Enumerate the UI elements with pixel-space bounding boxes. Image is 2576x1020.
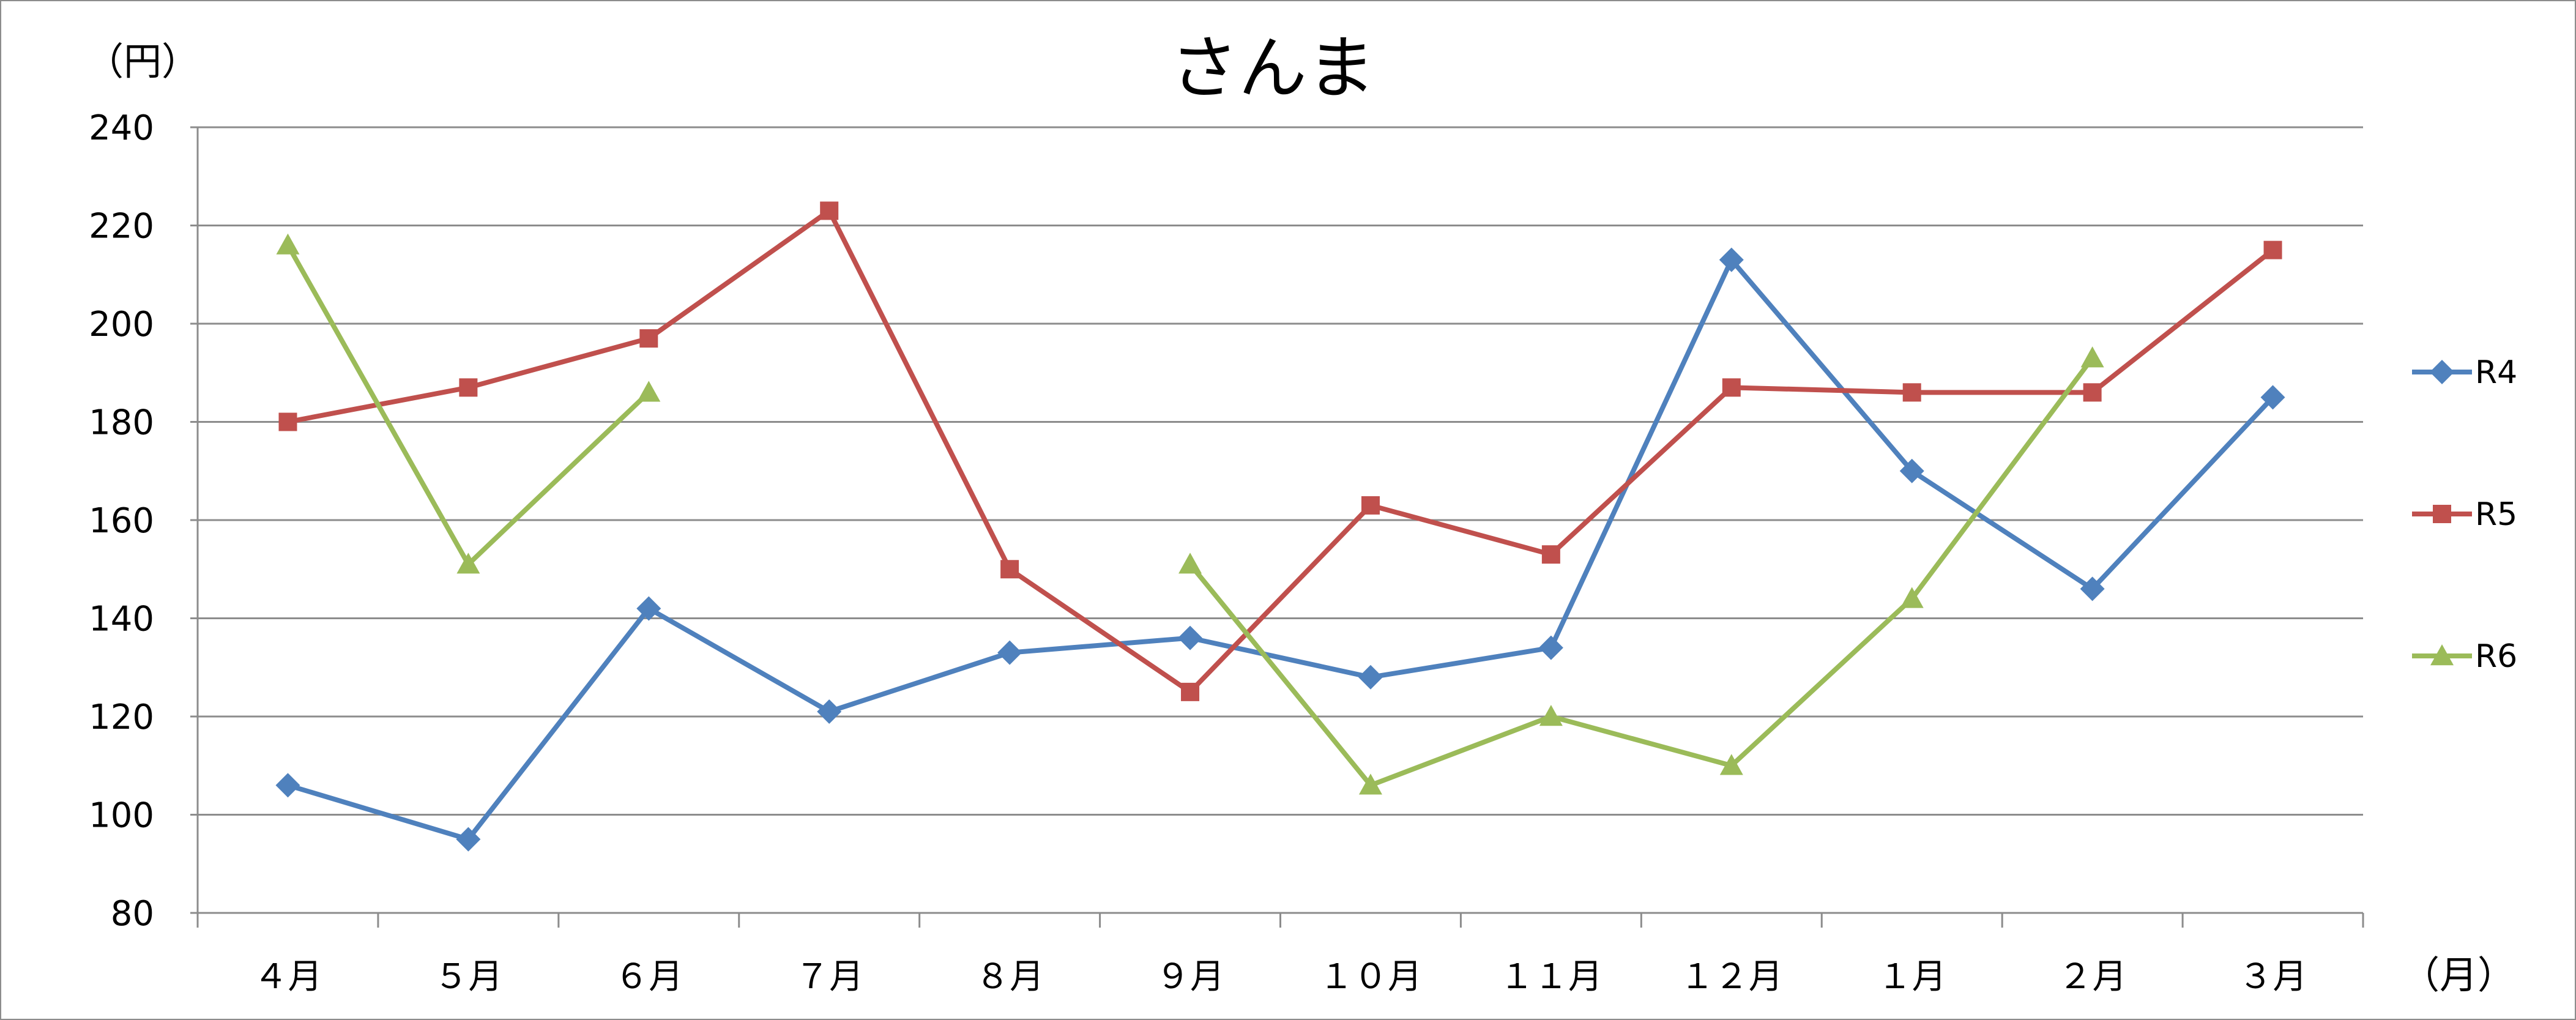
data-point-r5 xyxy=(1722,378,1741,397)
legend-label: R6 xyxy=(2475,638,2517,675)
y-tick-label: 240 xyxy=(89,108,154,148)
data-point-r6 xyxy=(1178,553,1202,574)
y-tick-label: 120 xyxy=(89,698,154,737)
legend-entry-r5: R5 xyxy=(2412,496,2517,533)
data-point-r4 xyxy=(1719,247,1744,272)
axes xyxy=(190,126,2364,928)
x-axis-unit-label: （月） xyxy=(2402,953,2515,997)
data-point-r4 xyxy=(456,827,481,852)
legend-marker-swatch xyxy=(2433,505,2451,523)
x-tick-label: ７月 xyxy=(795,957,863,997)
y-tick-label: 180 xyxy=(89,403,154,443)
x-tick-label: １２月 xyxy=(1680,957,1783,997)
data-point-r4 xyxy=(997,640,1022,665)
data-point-r4 xyxy=(1358,664,1383,690)
data-point-r5 xyxy=(1361,496,1380,515)
series-r5 xyxy=(278,201,2282,701)
x-tick-label: ４月 xyxy=(253,957,322,997)
series-r4 xyxy=(275,247,2285,852)
data-point-r5 xyxy=(1902,383,1921,402)
x-tick-label: １１月 xyxy=(1500,957,1603,997)
y-tick-label: 200 xyxy=(89,305,154,344)
data-point-r6 xyxy=(1358,773,1382,795)
y-tick-label: 220 xyxy=(89,207,154,247)
data-point-r5 xyxy=(820,201,839,220)
data-point-r5 xyxy=(1541,545,1560,564)
y-axis-tick-labels: 80 100 120 140 160 180 200 220 240 xyxy=(89,108,154,934)
data-point-r4 xyxy=(636,596,661,621)
data-point-r6 xyxy=(456,553,480,574)
data-point-r5 xyxy=(2263,240,2282,259)
series xyxy=(275,201,2285,852)
data-point-r6 xyxy=(276,233,300,255)
data-point-r5 xyxy=(639,329,658,348)
legend-marker-swatch xyxy=(2430,644,2454,666)
data-point-r6 xyxy=(637,381,661,402)
x-tick-label: ６月 xyxy=(614,957,683,997)
legend-label: R4 xyxy=(2475,354,2517,391)
y-axis-unit-label: （円） xyxy=(86,39,199,84)
y-tick-label: 80 xyxy=(111,894,154,934)
legend-label: R5 xyxy=(2475,496,2517,533)
data-point-r4 xyxy=(1538,635,1563,660)
legend-entry-r4: R4 xyxy=(2412,354,2517,391)
data-point-r4 xyxy=(2080,576,2105,601)
data-point-r6 xyxy=(1719,754,1743,775)
x-tick-label: ８月 xyxy=(975,957,1044,997)
data-point-r6 xyxy=(2080,346,2104,368)
data-point-r4 xyxy=(275,773,300,798)
series-line-r4 xyxy=(285,257,2276,842)
x-tick-label: ３月 xyxy=(2239,957,2307,997)
series-line-r5 xyxy=(285,208,2276,694)
x-tick-label: ２月 xyxy=(2058,957,2127,997)
x-tick-label: １月 xyxy=(1878,957,1946,997)
chart-title: さんま xyxy=(1170,29,1375,108)
data-point-r5 xyxy=(2083,383,2102,402)
data-point-r5 xyxy=(1000,560,1019,579)
data-point-r4 xyxy=(1899,458,1924,483)
series-r6 xyxy=(276,233,2104,795)
data-point-r6 xyxy=(1539,705,1563,726)
y-tick-label: 140 xyxy=(89,600,154,639)
legend-marker-swatch xyxy=(2430,360,2454,384)
data-point-r4 xyxy=(1178,625,1203,650)
series-line-r6 xyxy=(1188,356,2095,788)
data-point-r5 xyxy=(1181,682,1200,701)
x-tick-label: ９月 xyxy=(1156,957,1224,997)
data-point-r4 xyxy=(817,699,842,724)
data-point-r4 xyxy=(2260,385,2285,410)
x-tick-label: ５月 xyxy=(434,957,502,997)
data-point-r5 xyxy=(459,378,478,397)
gridlines xyxy=(198,126,2363,914)
series-line-r6 xyxy=(285,242,652,567)
data-point-r6 xyxy=(1900,587,1924,608)
x-axis-tick-labels: ４月 ５月 ６月 ７月 ８月 ９月 １０月 １１月 １２月 １月 ２月 ３月 xyxy=(253,957,2307,997)
x-tick-label: １０月 xyxy=(1319,957,1422,997)
y-tick-label: 100 xyxy=(89,796,154,836)
data-point-r5 xyxy=(278,412,297,431)
legend-entry-r6: R6 xyxy=(2412,638,2517,675)
legend: R4 R5 R6 xyxy=(2412,354,2517,675)
y-tick-label: 160 xyxy=(89,501,154,541)
